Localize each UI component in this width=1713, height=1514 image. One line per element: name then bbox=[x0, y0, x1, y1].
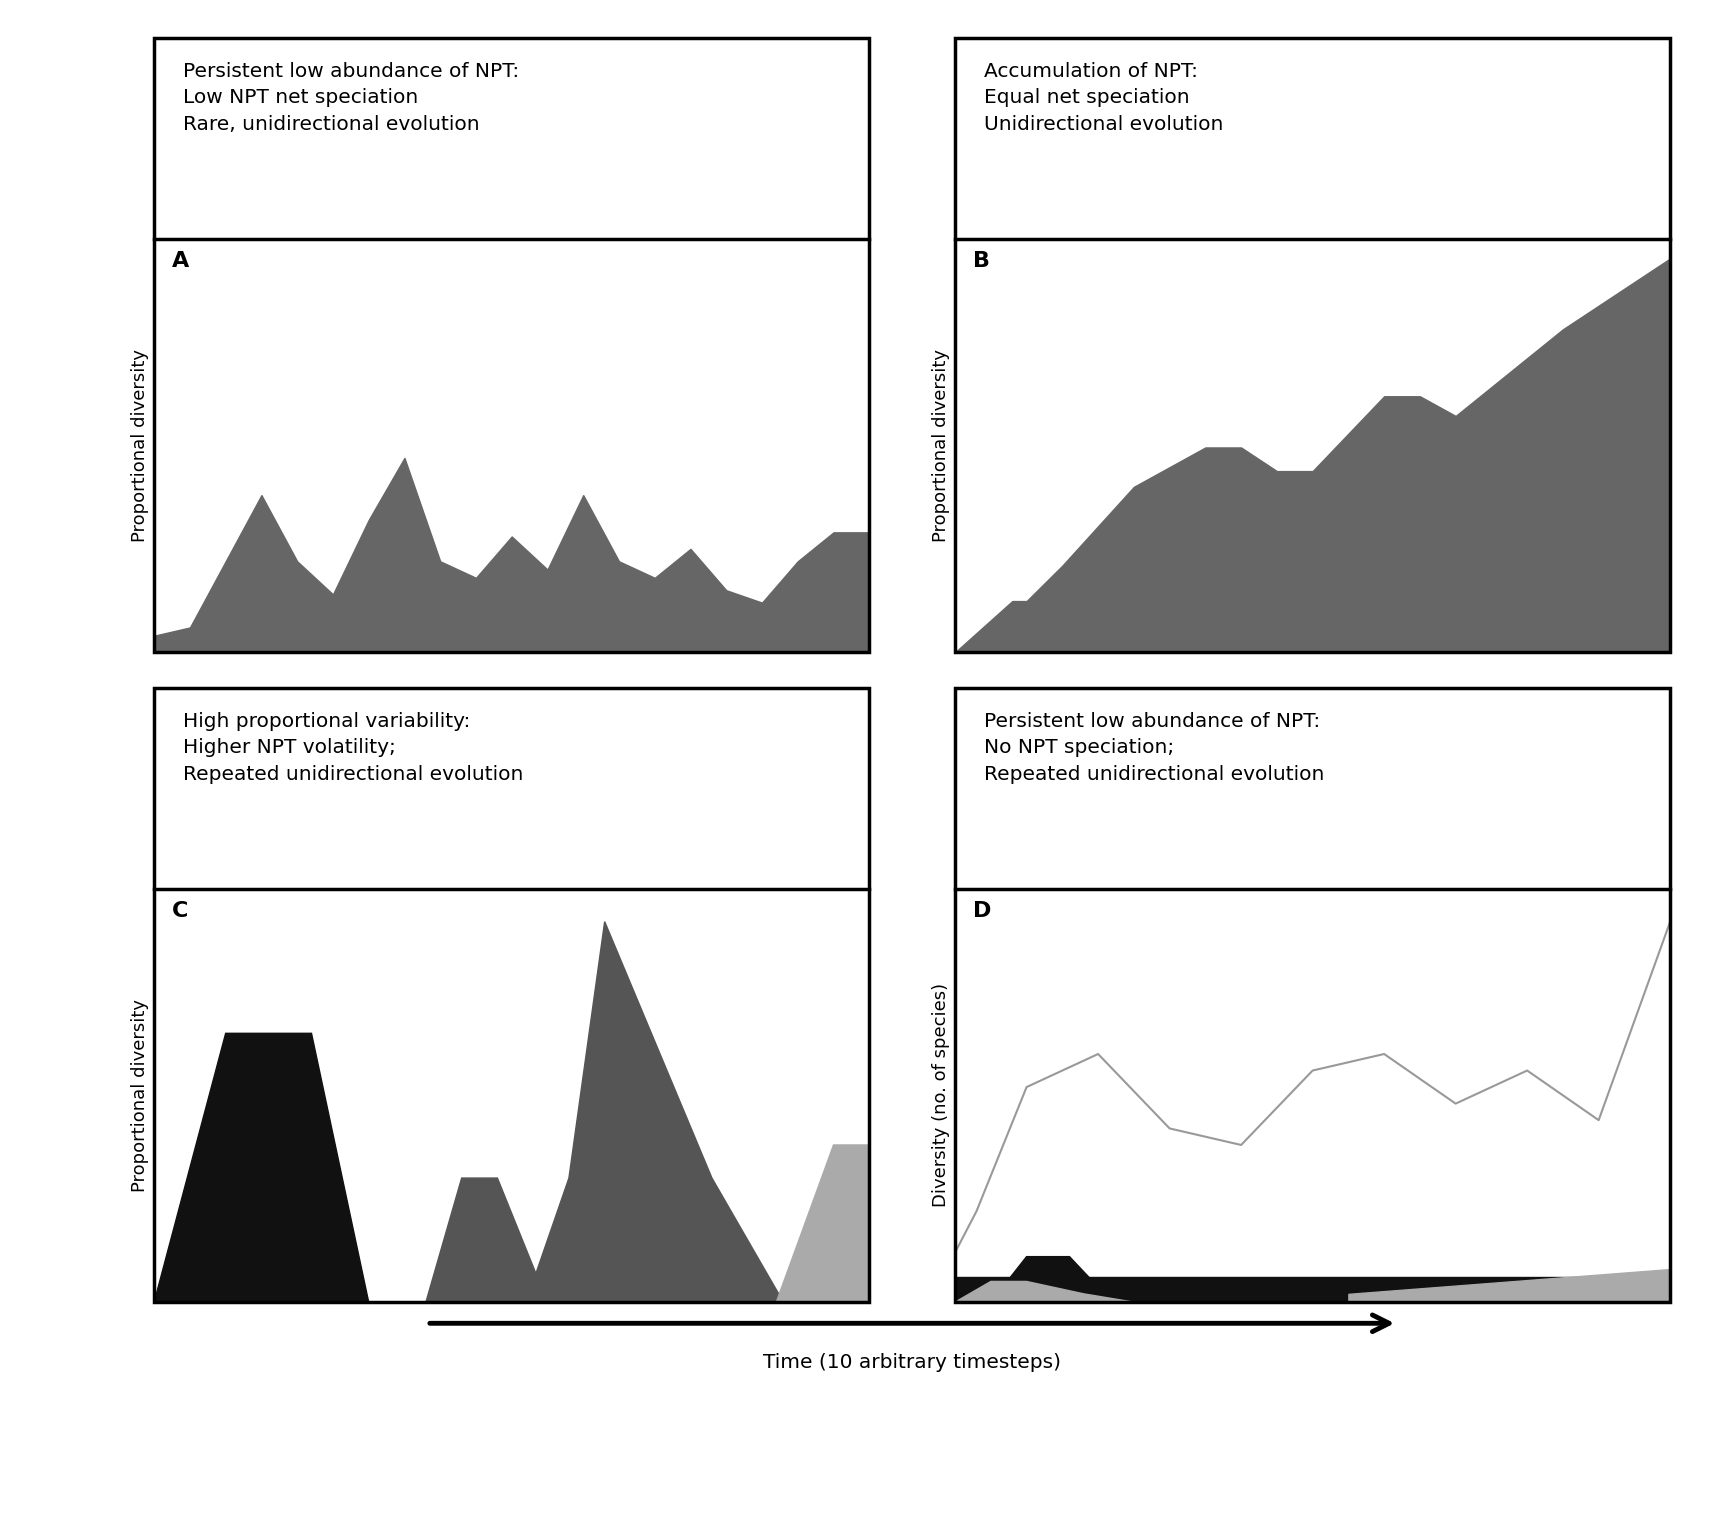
Y-axis label: Proportional diversity: Proportional diversity bbox=[130, 999, 149, 1192]
Polygon shape bbox=[990, 1257, 1112, 1302]
Polygon shape bbox=[956, 1281, 1134, 1302]
Polygon shape bbox=[154, 1034, 368, 1302]
Text: D: D bbox=[973, 901, 992, 921]
Y-axis label: Proportional diversity: Proportional diversity bbox=[932, 350, 949, 542]
Text: C: C bbox=[171, 901, 188, 921]
Polygon shape bbox=[526, 922, 783, 1302]
Text: A: A bbox=[171, 251, 190, 271]
Text: Time (10 arbitrary timesteps): Time (10 arbitrary timesteps) bbox=[764, 1352, 1060, 1372]
Polygon shape bbox=[427, 1178, 548, 1302]
Text: High proportional variability:
Higher NPT volatility;
Repeated unidirectional ev: High proportional variability: Higher NP… bbox=[183, 712, 522, 784]
Y-axis label: Diversity (no. of species): Diversity (no. of species) bbox=[932, 983, 949, 1207]
Polygon shape bbox=[776, 1145, 868, 1302]
Text: Accumulation of NPT:
Equal net speciation
Unidirectional evolution: Accumulation of NPT: Equal net speciatio… bbox=[983, 62, 1223, 133]
Y-axis label: Proportional diversity: Proportional diversity bbox=[130, 350, 149, 542]
Text: Persistent low abundance of NPT:
No NPT speciation;
Repeated unidirectional evol: Persistent low abundance of NPT: No NPT … bbox=[983, 712, 1324, 784]
Text: Persistent low abundance of NPT:
Low NPT net speciation
Rare, unidirectional evo: Persistent low abundance of NPT: Low NPT… bbox=[183, 62, 519, 133]
Text: B: B bbox=[973, 251, 990, 271]
